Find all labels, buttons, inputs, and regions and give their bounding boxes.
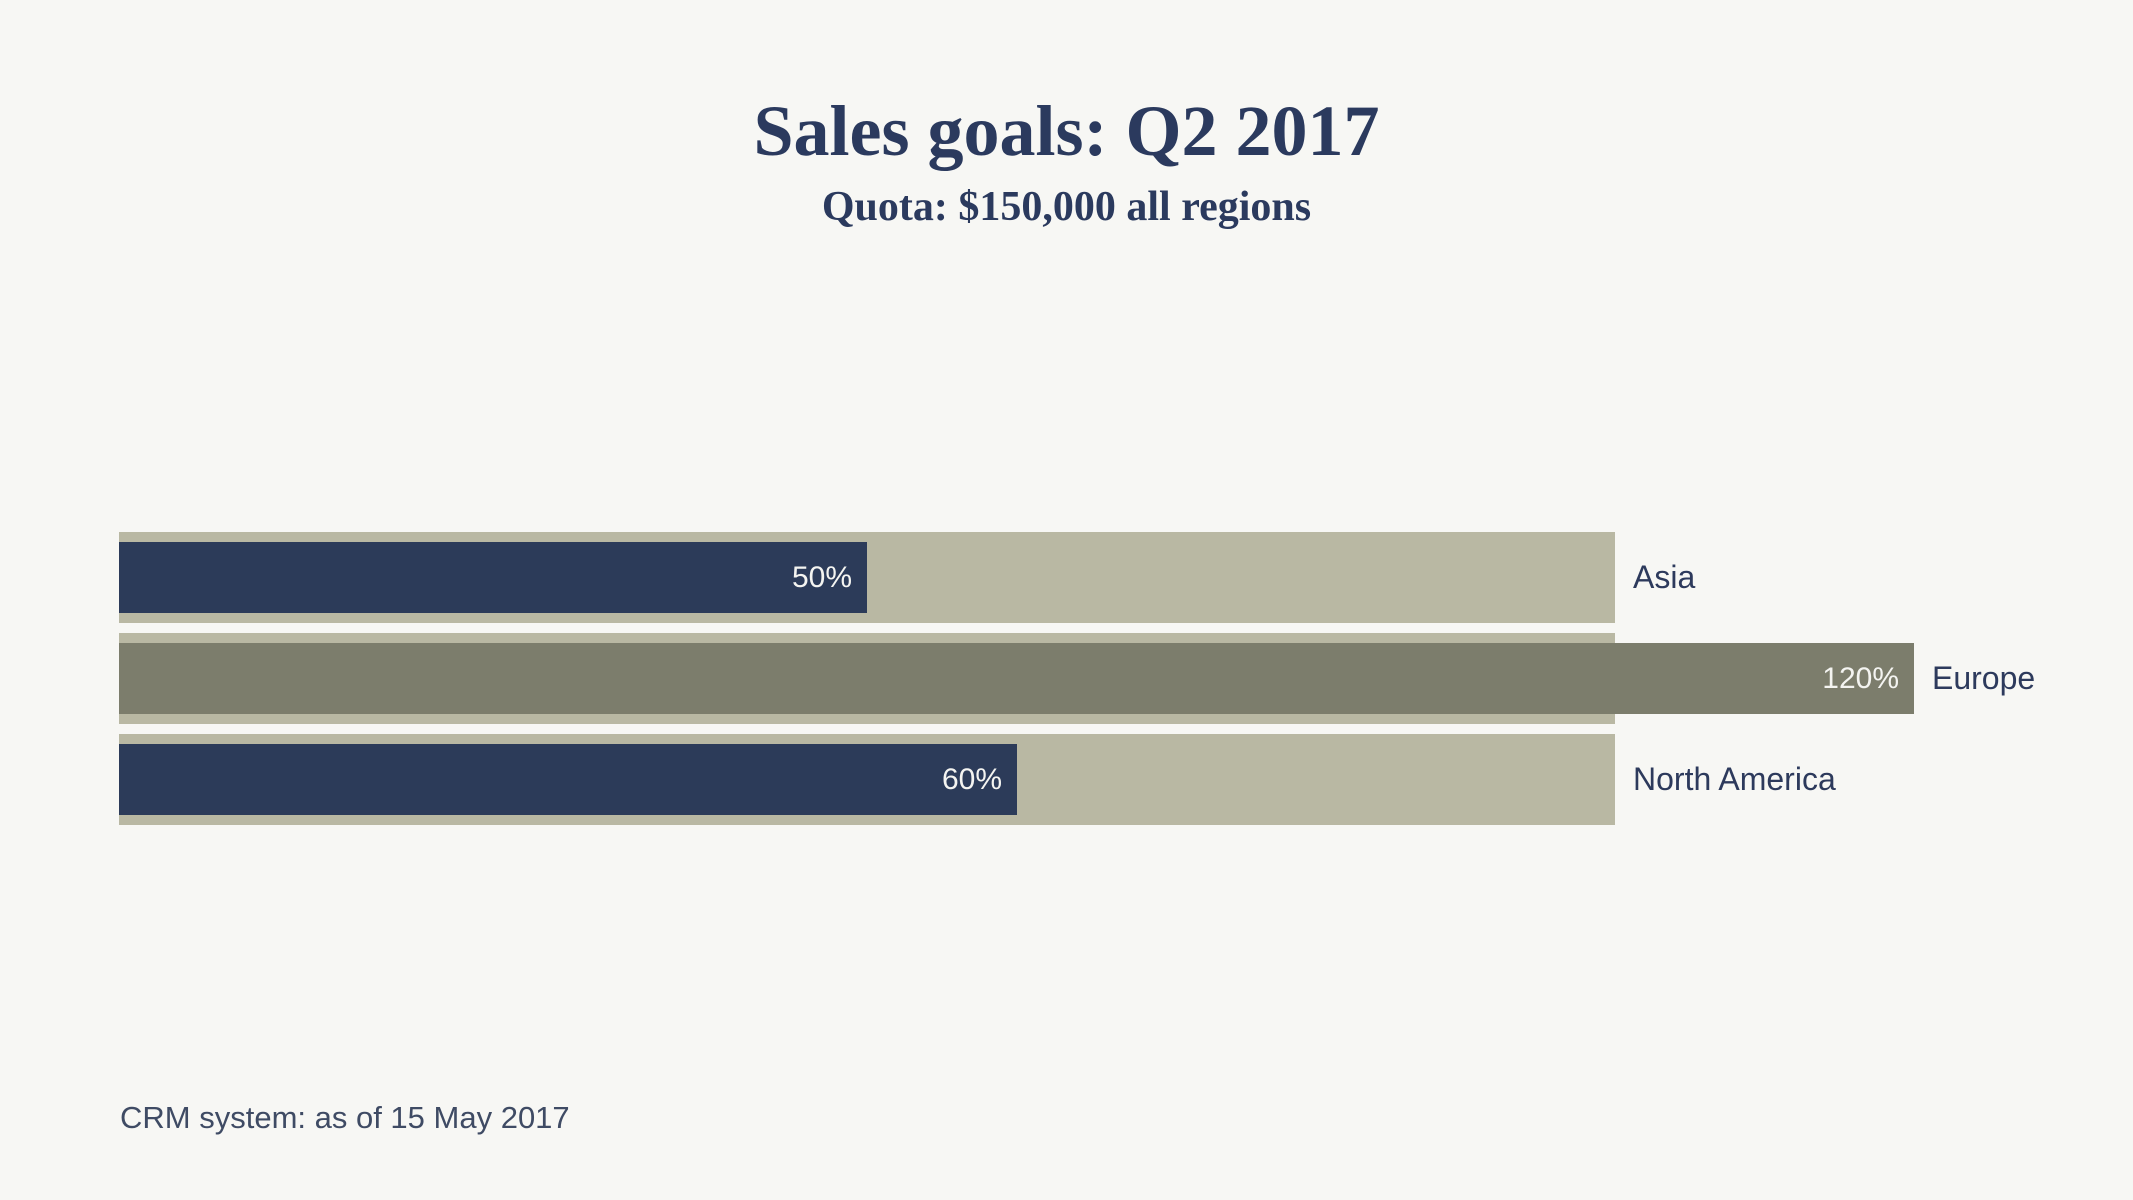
- category-label: North America: [1633, 761, 1836, 797]
- value-label: 50%: [791, 560, 852, 594]
- value-bar: 50%: [119, 542, 867, 613]
- value-label: 60%: [941, 762, 1002, 796]
- category-label: Europe: [1932, 660, 2036, 696]
- page-title: Sales goals: Q2 2017: [753, 91, 1380, 171]
- page-subtitle: Quota: $150,000 all regions: [821, 184, 1312, 230]
- value-bar: 120%: [119, 643, 1914, 714]
- source-note: CRM system: as of 15 May 2017: [120, 1100, 570, 1135]
- category-label: Asia: [1633, 559, 1696, 595]
- value-bar: 60%: [119, 744, 1017, 815]
- value-label: 120%: [1822, 661, 1899, 695]
